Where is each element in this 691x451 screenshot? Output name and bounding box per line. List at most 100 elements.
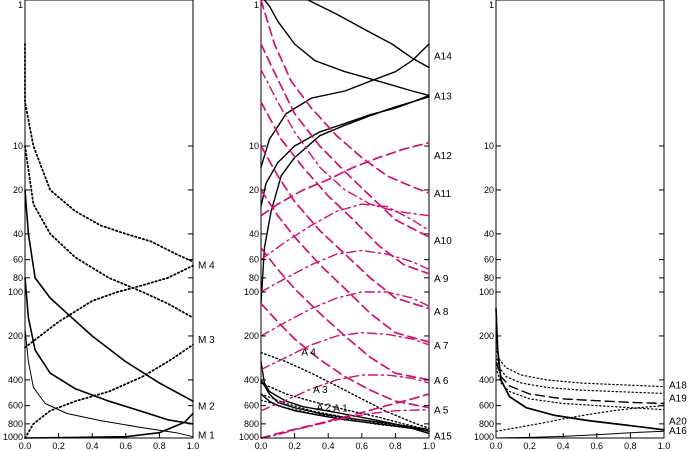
y-tick-label-9: 600 [8, 401, 23, 411]
y-tick-label-7: 200 [8, 331, 23, 341]
y-tick-label-6: 100 [479, 287, 494, 297]
y-tick-label-0: 1 [489, 0, 494, 10]
plot-frame [495, 0, 665, 439]
y-tick-label-2: 20 [249, 185, 259, 195]
end-label-a18: A18 [669, 380, 687, 391]
series-a-4-line-8 [260, 351, 430, 430]
series-a15-line-7 [260, 379, 430, 432]
x-tick-label-4: 0.8 [624, 441, 637, 451]
y-tick-label-8: 400 [479, 375, 494, 385]
series-a12-line-5 [260, 361, 430, 432]
y-tick-label-8: 400 [8, 375, 23, 385]
series-a14-line-0 [307, 0, 430, 69]
y-tick-label-1: 10 [484, 141, 494, 151]
series-a16-line-5 [495, 307, 665, 431]
y-tick-label-0: 1 [18, 0, 23, 10]
y-tick-label-9: 600 [479, 401, 494, 411]
inline-label-a-3: A 3 [313, 385, 328, 396]
y-tick-label-1: 10 [249, 141, 259, 151]
end-label-a-5: A 5 [434, 406, 449, 417]
x-tick-label-2: 0.4 [557, 441, 570, 451]
series-a19-line-3 [495, 367, 665, 411]
series-a-7-line-22 [260, 332, 430, 371]
series-a18-line-1 [495, 354, 665, 394]
series-a12-line-14 [260, 141, 430, 217]
x-tick-label-3: 0.6 [356, 441, 369, 451]
series-m-1-line-7 [24, 412, 194, 439]
y-tick-label-7: 200 [479, 331, 494, 341]
series-a-6-line-23 [260, 247, 430, 381]
series-a20-line-4 [495, 405, 665, 432]
end-label-a16: A16 [669, 426, 687, 437]
end-label-a-6: A 6 [434, 376, 449, 387]
plot-frame [260, 0, 430, 439]
y-tick-label-11: 1000 [239, 432, 259, 442]
x-tick-label-1: 0.2 [288, 441, 301, 451]
end-label-m-1: M 1 [198, 431, 215, 442]
series-a-9-line-17 [260, 101, 430, 275]
x-tick-label-4: 0.8 [153, 441, 166, 451]
y-tick-label-3: 40 [249, 229, 259, 239]
x-tick-label-5: 1.0 [423, 441, 436, 451]
y-tick-label-5: 80 [249, 273, 259, 283]
end-label-a-8: A 8 [434, 307, 449, 318]
series-a-2-line-10 [260, 393, 430, 430]
end-label-a12: A12 [434, 151, 452, 162]
x-tick-label-0: 0.0 [490, 441, 503, 451]
y-tick-label-10: 800 [244, 419, 259, 429]
x-tick-label-0: 0.0 [255, 441, 268, 451]
y-tick-label-1: 10 [13, 141, 23, 151]
series-m-2-line-4 [24, 189, 194, 402]
y-tick-label-3: 40 [13, 229, 23, 239]
series-m-4-line-0 [24, 43, 194, 263]
y-tick-label-2: 20 [13, 185, 23, 195]
series-a-7-line-21 [260, 189, 430, 343]
series-a-5-line-26 [260, 409, 430, 439]
y-tick-label-10: 800 [479, 419, 494, 429]
series-a10-line-15 [260, 43, 430, 238]
y-tick-label-8: 400 [244, 375, 259, 385]
end-label-a20: A20 [669, 417, 687, 428]
inline-label-a-4: A 4 [301, 348, 316, 359]
x-tick-label-2: 0.4 [322, 441, 335, 451]
y-tick-label-4: 60 [249, 255, 259, 265]
x-tick-label-1: 0.2 [523, 441, 536, 451]
y-tick-label-4: 60 [13, 255, 23, 265]
series-a19-line-2 [495, 361, 665, 405]
end-label-a-7: A 7 [434, 341, 449, 352]
series-m-3-line-3 [24, 343, 194, 439]
series-a13-line-2 [260, 43, 430, 168]
end-label-a10: A10 [434, 236, 452, 247]
x-tick-label-0: 0.0 [19, 441, 32, 451]
y-tick-label-11: 1000 [474, 432, 494, 442]
series-a10-line-16 [260, 203, 430, 261]
end-label-a11: A11 [434, 189, 451, 200]
y-tick-label-6: 100 [8, 287, 23, 297]
series-a-6-line-24 [260, 374, 430, 412]
end-label-a13: A13 [434, 91, 452, 102]
series-a14-line-1 [263, 0, 430, 97]
series-a-5-line-27 [260, 393, 430, 439]
x-tick-label-3: 0.6 [120, 441, 133, 451]
series-a12-line-4 [260, 96, 430, 305]
end-label-m-3: M 3 [198, 335, 215, 346]
y-tick-label-7: 200 [244, 331, 259, 341]
inline-label-a-1: A 1 [333, 404, 348, 415]
end-label-a14: A14 [434, 52, 452, 63]
series-a18-line-0 [495, 346, 665, 388]
series-a11-line-13 [260, 69, 430, 217]
y-tick-label-4: 60 [484, 255, 494, 265]
x-tick-label-4: 0.8 [389, 441, 402, 451]
series-m-4-line-1 [24, 145, 194, 319]
y-tick-label-6: 100 [244, 287, 259, 297]
end-label-a19: A19 [669, 394, 687, 405]
x-tick-label-5: 1.0 [658, 441, 671, 451]
series-a16-line-6 [495, 430, 665, 439]
plot-frame [24, 0, 194, 439]
y-tick-label-5: 80 [13, 273, 23, 283]
x-tick-label-2: 0.4 [86, 441, 99, 451]
